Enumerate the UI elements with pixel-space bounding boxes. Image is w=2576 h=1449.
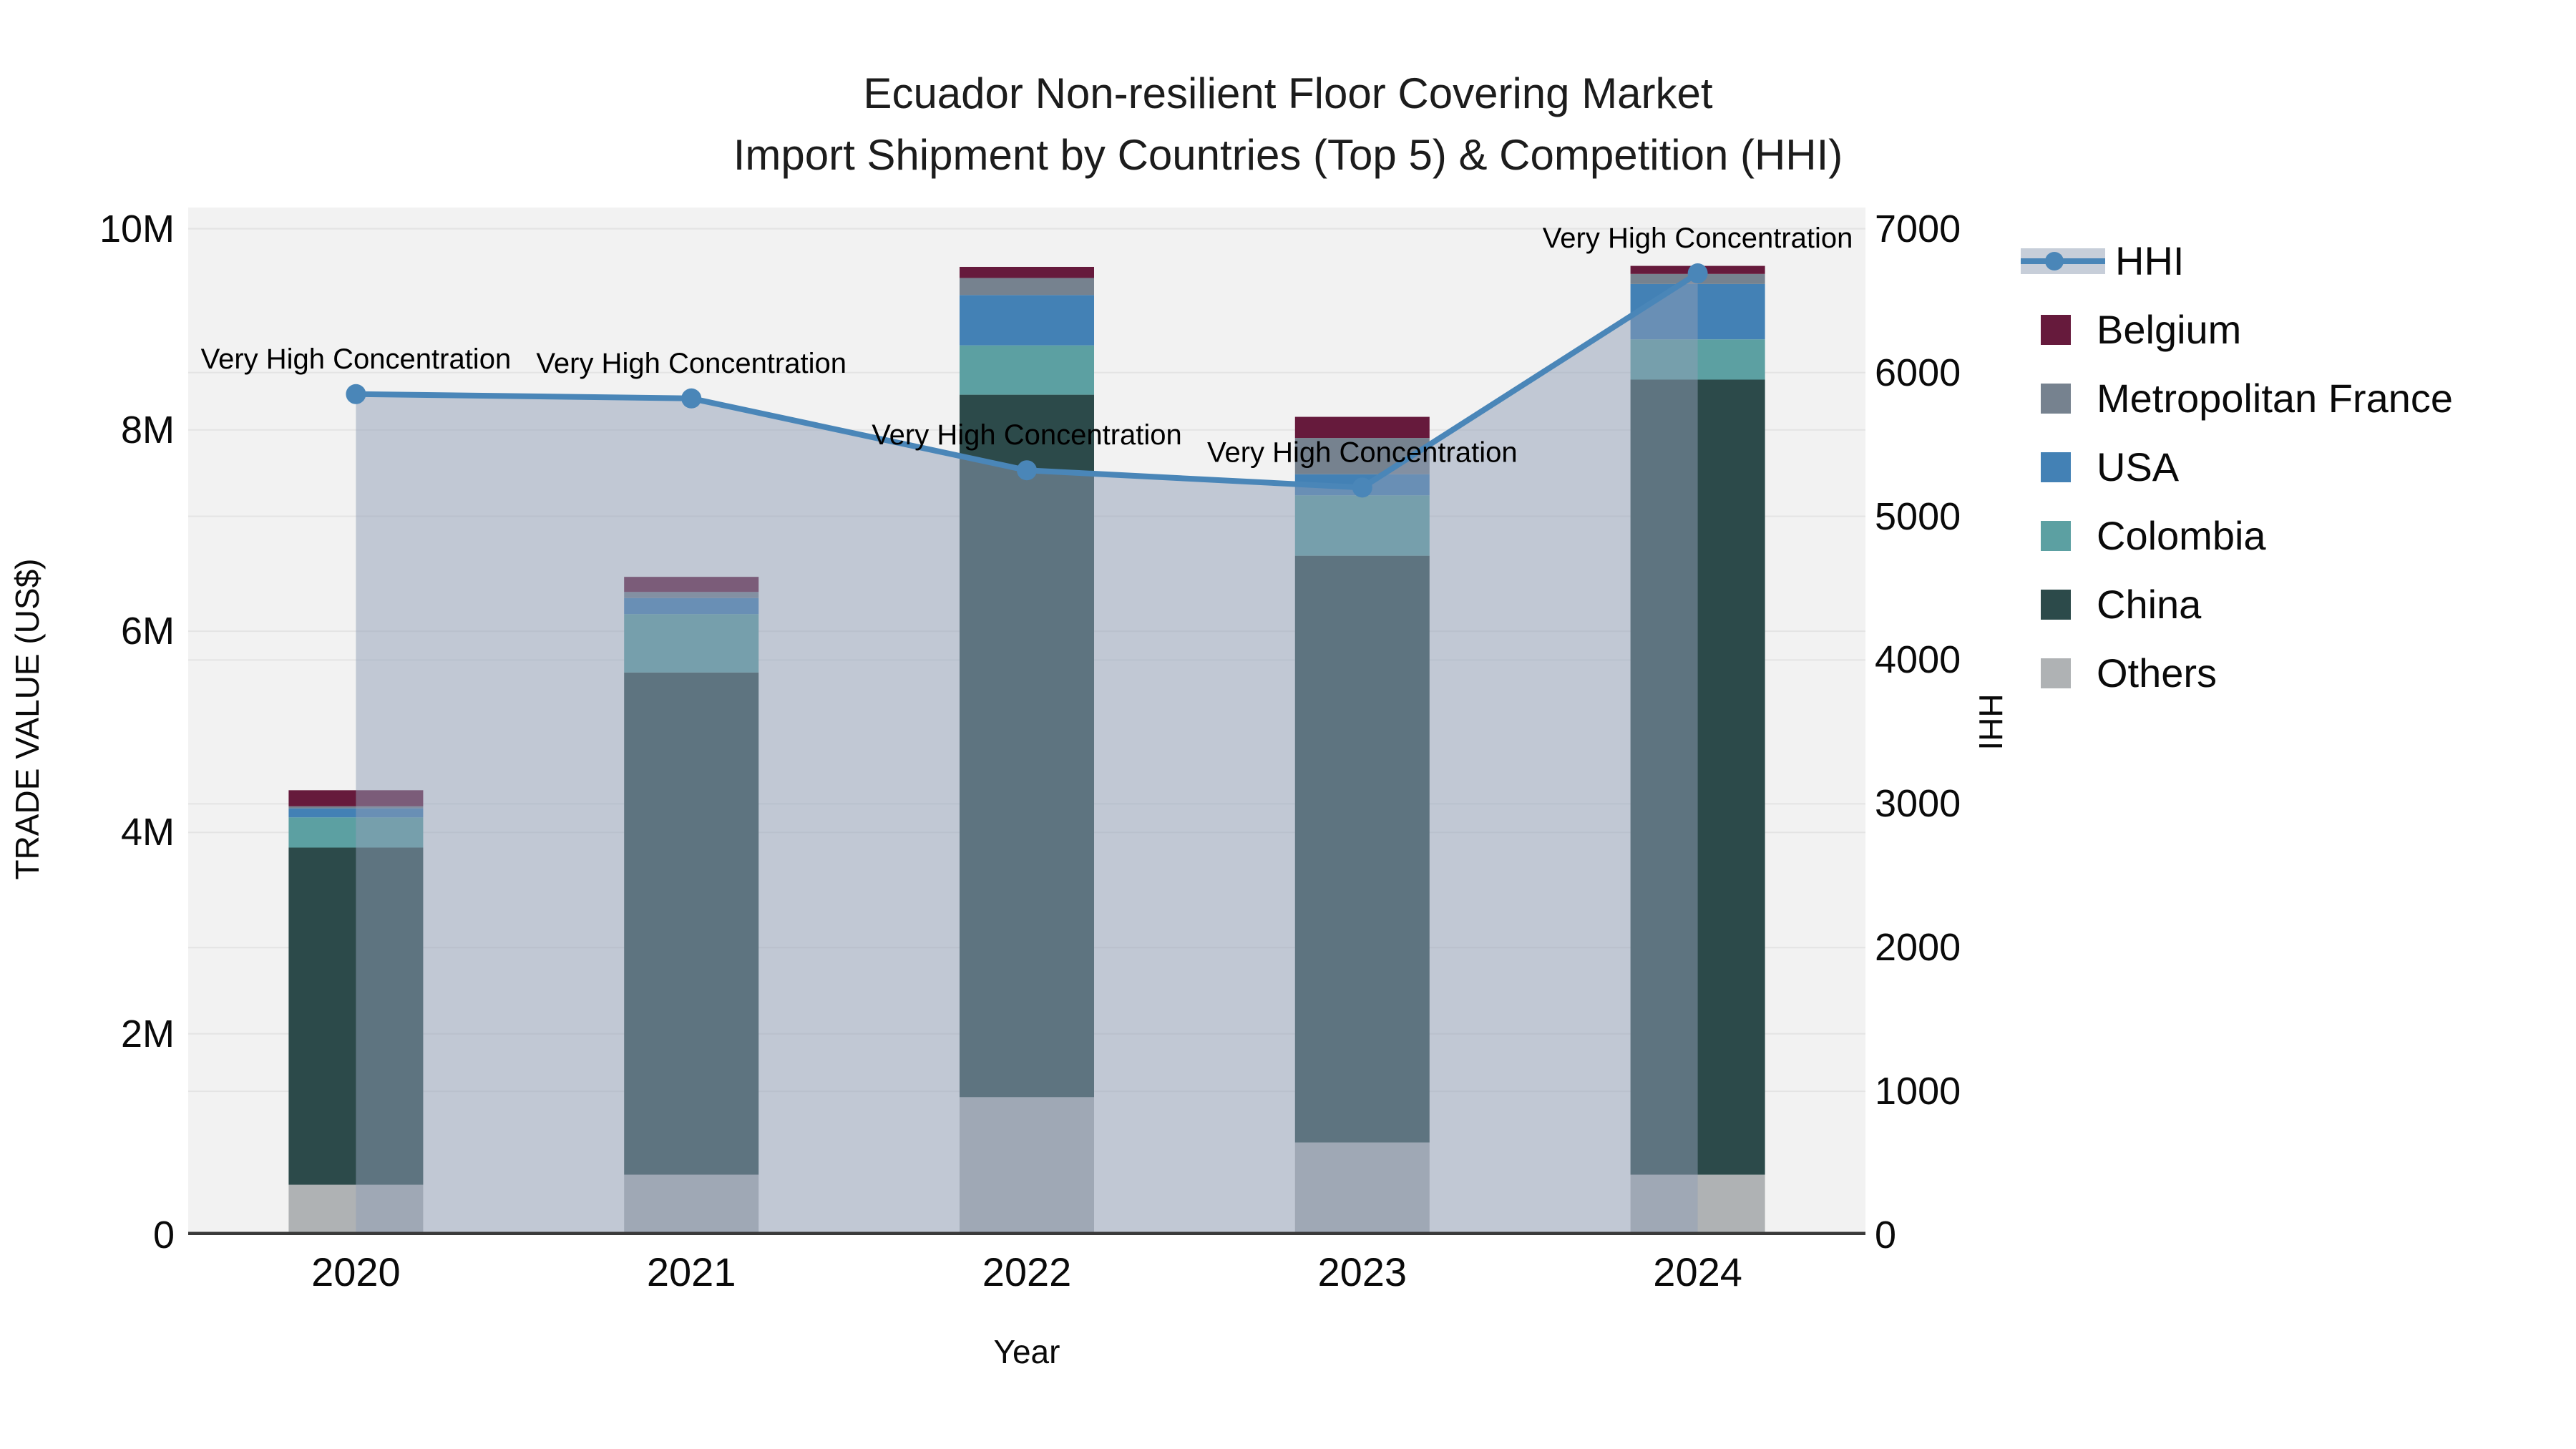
bar-segment-2022-metropolitan_france[interactable] xyxy=(960,278,1094,296)
hhi-marker-2020[interactable] xyxy=(346,384,366,404)
y-left-tick-2M: 2M xyxy=(120,1012,175,1055)
legend-label: Belgium xyxy=(2097,307,2242,352)
legend-label: Colombia xyxy=(2097,513,2266,558)
chart-title-line1: Ecuador Non-resilient Floor Covering Mar… xyxy=(863,69,1713,117)
y-left-tick-6M: 6M xyxy=(120,610,175,653)
legend-item-metropolitan-france[interactable]: Metropolitan France xyxy=(2041,374,2453,424)
y-right-tick-5000: 5000 xyxy=(1875,494,1961,538)
x-tick-2022: 2022 xyxy=(982,1249,1072,1294)
legend-label: China xyxy=(2097,582,2202,627)
hhi-marker-2023[interactable] xyxy=(1352,477,1372,498)
bar-segment-2022-colombia[interactable] xyxy=(960,345,1094,395)
y-right-tick-6000: 6000 xyxy=(1875,351,1961,394)
legend-item-usa[interactable]: USA xyxy=(2041,442,2453,492)
hhi-area-fill xyxy=(356,273,1698,1235)
y-right-tick-3000: 3000 xyxy=(1875,782,1961,826)
legend-item-belgium[interactable]: Belgium xyxy=(2041,305,2453,355)
y-left-tick-0: 0 xyxy=(152,1214,175,1257)
x-tick-2024: 2024 xyxy=(1653,1249,1742,1294)
annotation-2024: Very High Concentration xyxy=(1543,223,1853,254)
bar-segment-2023-belgium[interactable] xyxy=(1294,416,1430,439)
annotation-2022: Very High Concentration xyxy=(872,419,1182,451)
legend-swatch-icon xyxy=(2041,590,2071,620)
x-tick-2023: 2023 xyxy=(1317,1249,1407,1294)
hhi-marker-2022[interactable] xyxy=(1017,460,1037,481)
annotation-2023: Very High Concentration xyxy=(1207,436,1518,468)
legend-item-colombia[interactable]: Colombia xyxy=(2041,511,2453,561)
legend-label: Others xyxy=(2097,650,2218,696)
y-right-tick-7000: 7000 xyxy=(1875,207,1961,250)
hhi-marker-2021[interactable] xyxy=(681,388,702,409)
y-left-tick-8M: 8M xyxy=(120,408,175,452)
y-right-tick-2000: 2000 xyxy=(1875,926,1961,970)
legend-item-hhi[interactable]: HHI xyxy=(2021,236,2453,286)
y-axis-title-left: TRADE VALUE (US$) xyxy=(9,558,46,880)
legend-item-china[interactable]: China xyxy=(2041,580,2453,630)
legend: HHI Belgium Metropolitan France USA Colombia… xyxy=(2021,236,2453,717)
y-right-tick-1000: 1000 xyxy=(1875,1070,1961,1113)
legend-swatch-icon xyxy=(2041,384,2071,414)
x-axis-title: Year xyxy=(993,1333,1060,1370)
x-tick-2021: 2021 xyxy=(646,1249,736,1294)
annotation-2020: Very High Concentration xyxy=(201,343,512,375)
bar-segment-2022-usa[interactable] xyxy=(960,295,1094,346)
y-left-tick-10M: 10M xyxy=(99,207,175,250)
y-left-tick-4M: 4M xyxy=(120,811,175,854)
annotation-2021: Very High Concentration xyxy=(536,348,847,379)
legend-item-others[interactable]: Others xyxy=(2041,648,2453,698)
legend-swatch-icon xyxy=(2041,452,2071,482)
legend-label: HHI xyxy=(2115,238,2185,283)
x-tick-2020: 2020 xyxy=(311,1249,401,1294)
bar-segment-2022-belgium[interactable] xyxy=(960,266,1094,278)
hhi-marker-2024[interactable] xyxy=(1687,263,1708,284)
legend-label: Metropolitan France xyxy=(2097,376,2454,421)
chart-title-line2: Import Shipment by Countries (Top 5) & C… xyxy=(733,131,1843,179)
legend-swatch-icon xyxy=(2041,658,2071,688)
y-right-tick-0: 0 xyxy=(1875,1214,1897,1257)
legend-swatch-icon xyxy=(2041,315,2071,345)
legend-hhi-line-icon xyxy=(2021,248,2105,274)
legend-swatch-icon xyxy=(2041,521,2071,551)
legend-label: USA xyxy=(2097,444,2180,489)
y-right-tick-4000: 4000 xyxy=(1875,638,1961,682)
plot-area: Very High Concentration Very High Concent… xyxy=(188,223,1865,1235)
